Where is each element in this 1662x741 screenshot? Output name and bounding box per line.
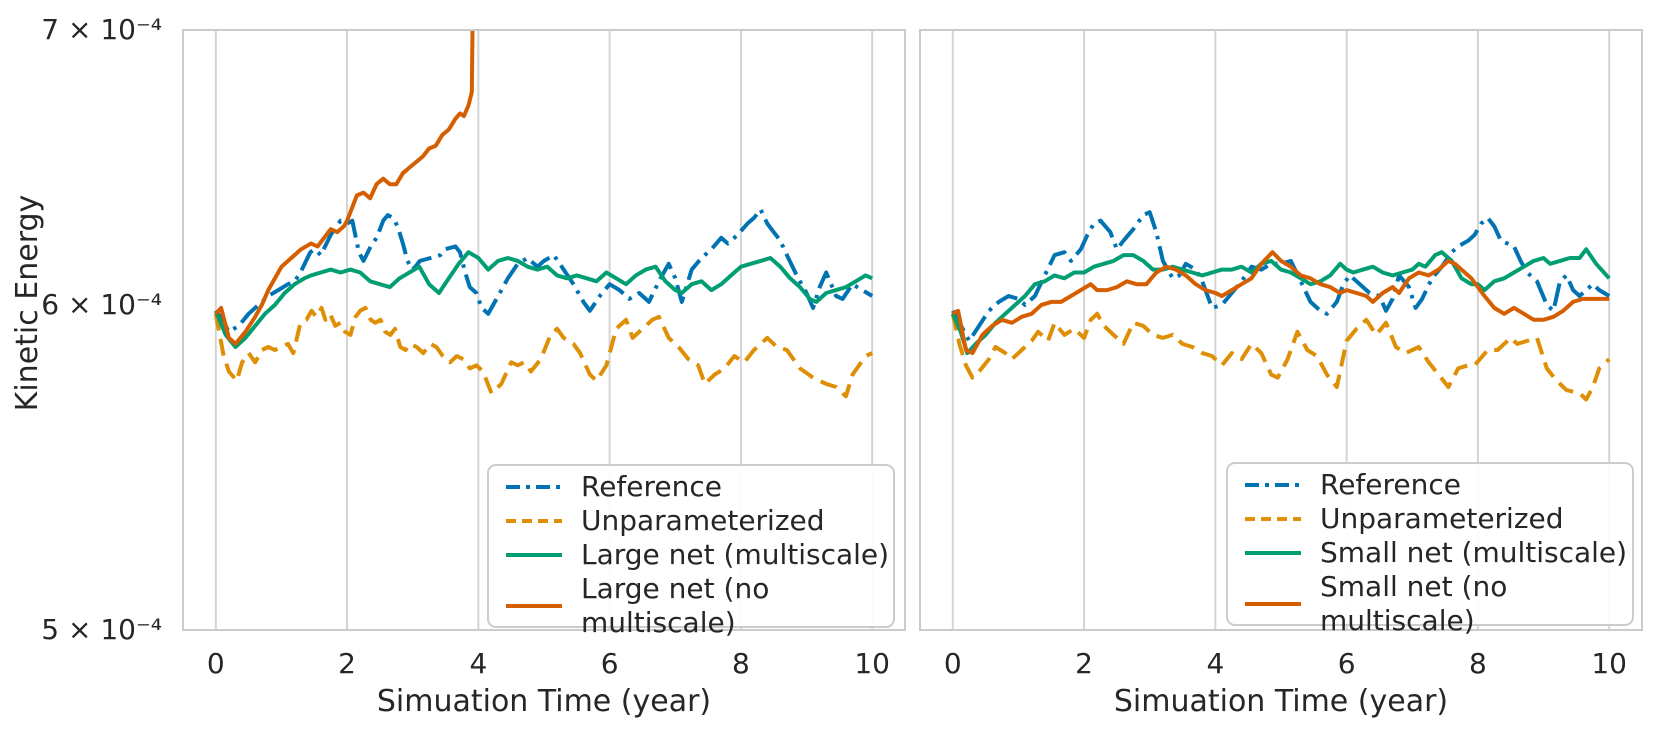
legend-item: Unparameterized <box>1228 502 1632 536</box>
y-tick-label: 7 × 10⁻⁴ <box>41 13 162 46</box>
series-line-unparameterized <box>950 311 1611 402</box>
legend-item: Large net (multiscale) <box>489 538 893 572</box>
legend-right-panel: Reference Unparameterized Small net (mul… <box>1226 462 1634 637</box>
line-sample-dashed-icon <box>1245 517 1301 521</box>
legend-label: Large net (no multiscale) <box>581 572 770 639</box>
line-sample-dashdot-icon <box>1245 483 1301 487</box>
legend-left-panel: Reference Unparameterized Large net (mul… <box>487 464 895 639</box>
x-tick-label: 10 <box>1591 647 1627 680</box>
legend-label: Reference <box>581 470 722 503</box>
legend-label: Small net (no multiscale) <box>1320 570 1508 637</box>
series-line-small-net-multiscale- <box>950 247 1611 356</box>
y-tick-label: 5 × 10⁻⁴ <box>41 613 162 646</box>
x-tick-label: 6 <box>600 647 619 680</box>
series-lines-left-panel <box>213 30 874 399</box>
legend-label: Unparameterized <box>1320 502 1564 535</box>
x-tick-label: 0 <box>943 647 962 680</box>
line-sample-solid-icon <box>506 604 562 608</box>
legend-label: Unparameterized <box>581 504 825 537</box>
line-sample-solid-icon <box>1245 602 1301 606</box>
series-line-reference <box>214 207 874 334</box>
x-tick-label: 0 <box>206 647 225 680</box>
series-line-small-net-no-multiscale- <box>951 250 1610 356</box>
right-panel-border <box>919 29 1643 631</box>
x-tick-label: 2 <box>338 647 356 680</box>
x-tick-label: 8 <box>1468 647 1487 680</box>
gridlines-left-panel <box>214 30 874 630</box>
series-line-unparameterized <box>213 305 874 399</box>
legend-item: Small net (no multiscale) <box>1228 570 1632 638</box>
x-tick-label: 4 <box>1206 647 1225 680</box>
series-lines-right-panel <box>950 210 1611 402</box>
x-tick-label: 2 <box>1075 647 1093 680</box>
x-tick-label: 4 <box>469 647 488 680</box>
legend-item: Reference <box>489 470 893 504</box>
line-sample-solid-icon <box>1245 551 1301 555</box>
x-tick-label: 10 <box>854 647 890 680</box>
x-tick-label: 6 <box>1337 647 1356 680</box>
legend-label: Small net (multiscale) <box>1320 536 1628 569</box>
legend-item: Unparameterized <box>489 504 893 538</box>
x-axis-label-left: Simuation Time (year) <box>376 684 712 719</box>
series-line-large-net-no-multiscale- <box>214 30 475 346</box>
x-tick-label: 8 <box>731 647 750 680</box>
x-axis-label-right: Simuation Time (year) <box>1113 684 1449 719</box>
legend-item: Large net (no multiscale) <box>489 572 893 640</box>
line-sample-dashed-icon <box>506 519 562 523</box>
legend-label: Large net (multiscale) <box>581 538 890 571</box>
y-tick-label: 6 × 10⁻⁴ <box>41 287 162 321</box>
legend-item: Small net (multiscale) <box>1228 536 1632 570</box>
left-panel-border <box>182 29 906 631</box>
line-sample-solid-icon <box>506 553 562 557</box>
legend-label: Reference <box>1320 468 1461 501</box>
series-line-large-net-multiscale- <box>213 250 874 349</box>
legend-item: Reference <box>1228 468 1632 502</box>
line-sample-dashdot-icon <box>506 485 562 489</box>
